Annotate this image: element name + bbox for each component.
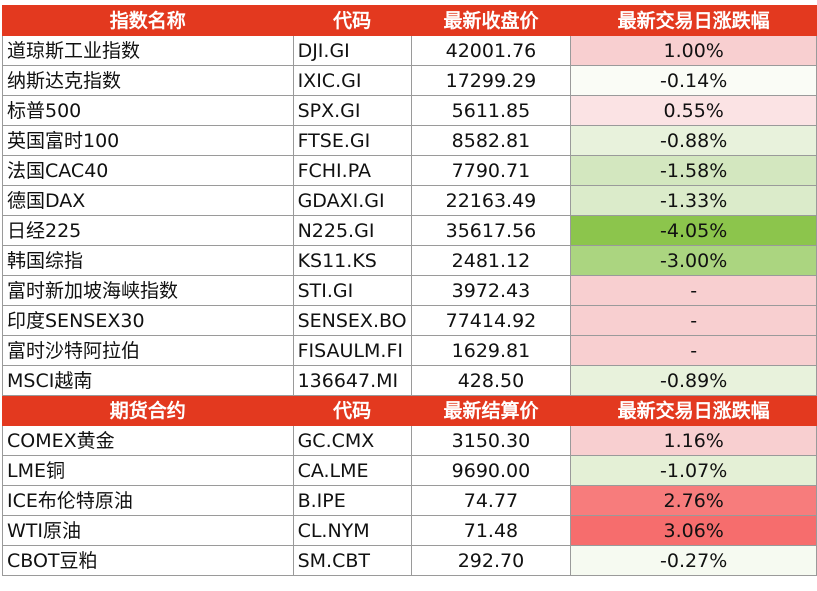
price-cell: 1629.81 xyxy=(410,335,572,366)
table-row: 富时沙特阿拉伯 FISAULM.FI 1629.81- xyxy=(2,335,817,366)
price-cell: 71.48 xyxy=(410,515,572,546)
change-cell: 0.55% xyxy=(570,95,817,126)
table-row: 标普500 SPX.GI 5611.85 0.55% xyxy=(2,95,817,126)
code-cell: SPX.GI xyxy=(292,95,412,126)
name-cell: COMEX黄金 xyxy=(2,425,294,456)
table-row: 英国富时100 FTSE.GI 8582.81 -0.88% xyxy=(2,125,817,156)
table-row: 德国DAX GDAXI.GI 22163.49 -1.33% xyxy=(2,185,817,216)
name-cell: ICE布伦特原油 xyxy=(2,485,294,516)
change-cell: -0.88% xyxy=(570,125,817,156)
change-cell: -3.00% xyxy=(570,245,817,276)
code-cell: SM.CBT xyxy=(292,545,412,576)
name-cell: 富时沙特阿拉伯 xyxy=(2,335,294,366)
name-cell: 日经225 xyxy=(2,215,294,246)
price-cell: 292.70 xyxy=(410,545,572,576)
code-cell: N225.GI xyxy=(292,215,412,246)
table-row: WTI原油 CL.NYM 71.48 3.06% xyxy=(2,515,817,546)
code-cell: CA.LME xyxy=(292,455,412,486)
name-cell: 富时新加坡海峡指数 xyxy=(2,275,294,306)
code-cell: FTSE.GI xyxy=(292,125,412,156)
name-cell: 英国富时100 xyxy=(2,125,294,156)
price-cell: 7790.71 xyxy=(410,155,572,186)
table-row: COMEX黄金 GC.CMX 3150.30 1.16% xyxy=(2,425,817,456)
change-cell: -4.05% xyxy=(570,215,817,246)
code-cell: FCHI.PA xyxy=(292,155,412,186)
price-cell: 8582.81 xyxy=(410,125,572,156)
change-cell: -1.58% xyxy=(570,155,817,186)
table-row: CBOT豆粕 SM.CBT 292.70 -0.27% xyxy=(2,545,817,576)
change-cell: -0.27% xyxy=(570,545,817,576)
price-cell: 3150.30 xyxy=(410,425,572,456)
table-row: LME铜 CA.LME 9690.00 -1.07% xyxy=(2,455,817,486)
change-cell: - xyxy=(570,335,817,366)
futures-header-price: 最新结算价 xyxy=(410,395,572,426)
code-cell: DJI.GI xyxy=(292,35,412,66)
name-cell: 韩国综指 xyxy=(2,245,294,276)
price-cell: 35617.56 xyxy=(410,215,572,246)
change-cell: 3.06% xyxy=(570,515,817,546)
name-cell: 法国CAC40 xyxy=(2,155,294,186)
price-cell: 9690.00 xyxy=(410,455,572,486)
table-row: MSCI越南 136647.MI 428.50 -0.89% xyxy=(2,365,817,396)
market-table: 指数名称 代码 最新收盘价 最新交易日涨跌幅 道琼斯工业指数 DJI.GI 42001.76… xyxy=(2,5,817,576)
code-cell: FISAULM.FI xyxy=(292,335,412,366)
table-row: 印度SENSEX30 SENSEX.BO 77414.92- xyxy=(2,305,817,336)
price-cell: 22163.49 xyxy=(410,185,572,216)
code-cell: GDAXI.GI xyxy=(292,185,412,216)
code-cell: IXIC.GI xyxy=(292,65,412,96)
price-cell: 42001.76 xyxy=(410,35,572,66)
change-cell: 1.16% xyxy=(570,425,817,456)
table-row: ICE布伦特原油 B.IPE 74.77 2.76% xyxy=(2,485,817,516)
code-cell: B.IPE xyxy=(292,485,412,516)
futures-header-change: 最新交易日涨跌幅 xyxy=(570,395,817,426)
index-header-row: 指数名称 代码 最新收盘价 最新交易日涨跌幅 xyxy=(2,5,817,36)
name-cell: CBOT豆粕 xyxy=(2,545,294,576)
price-cell: 74.77 xyxy=(410,485,572,516)
name-cell: LME铜 xyxy=(2,455,294,486)
table-row: 道琼斯工业指数 DJI.GI 42001.76 1.00% xyxy=(2,35,817,66)
market-table-body: 指数名称 代码 最新收盘价 最新交易日涨跌幅 道琼斯工业指数 DJI.GI 42001.76… xyxy=(2,5,817,576)
table-row: 韩国综指 KS11.KS 2481.12 -3.00% xyxy=(2,245,817,276)
table-row: 纳斯达克指数 IXIC.GI 17299.29 -0.14% xyxy=(2,65,817,96)
price-cell: 2481.12 xyxy=(410,245,572,276)
table-row: 法国CAC40 FCHI.PA 7790.71 -1.58% xyxy=(2,155,817,186)
change-cell: -1.33% xyxy=(570,185,817,216)
index-header-code: 代码 xyxy=(292,5,412,36)
futures-header-name: 期货合约 xyxy=(2,395,294,426)
name-cell: 道琼斯工业指数 xyxy=(2,35,294,66)
futures-header-row: 期货合约 代码 最新结算价 最新交易日涨跌幅 xyxy=(2,395,817,426)
price-cell: 3972.43 xyxy=(410,275,572,306)
name-cell: 德国DAX xyxy=(2,185,294,216)
table-row: 富时新加坡海峡指数 STI.GI 3972.43- xyxy=(2,275,817,306)
index-header-price: 最新收盘价 xyxy=(410,5,572,36)
name-cell: 纳斯达克指数 xyxy=(2,65,294,96)
change-cell: - xyxy=(570,305,817,336)
price-cell: 5611.85 xyxy=(410,95,572,126)
code-cell: SENSEX.BO xyxy=(292,305,412,336)
index-header-name: 指数名称 xyxy=(2,5,294,36)
futures-header-code: 代码 xyxy=(292,395,412,426)
name-cell: MSCI越南 xyxy=(2,365,294,396)
table-row: 日经225 N225.GI 35617.56 -4.05% xyxy=(2,215,817,246)
code-cell: KS11.KS xyxy=(292,245,412,276)
change-cell: - xyxy=(570,275,817,306)
price-cell: 17299.29 xyxy=(410,65,572,96)
change-cell: -1.07% xyxy=(570,455,817,486)
change-cell: -0.14% xyxy=(570,65,817,96)
code-cell: CL.NYM xyxy=(292,515,412,546)
code-cell: STI.GI xyxy=(292,275,412,306)
code-cell: 136647.MI xyxy=(292,365,412,396)
name-cell: WTI原油 xyxy=(2,515,294,546)
change-cell: -0.89% xyxy=(570,365,817,396)
change-cell: 2.76% xyxy=(570,485,817,516)
name-cell: 标普500 xyxy=(2,95,294,126)
name-cell: 印度SENSEX30 xyxy=(2,305,294,336)
index-header-change: 最新交易日涨跌幅 xyxy=(570,5,817,36)
code-cell: GC.CMX xyxy=(292,425,412,456)
change-cell: 1.00% xyxy=(570,35,817,66)
price-cell: 77414.92 xyxy=(410,305,572,336)
price-cell: 428.50 xyxy=(410,365,572,396)
